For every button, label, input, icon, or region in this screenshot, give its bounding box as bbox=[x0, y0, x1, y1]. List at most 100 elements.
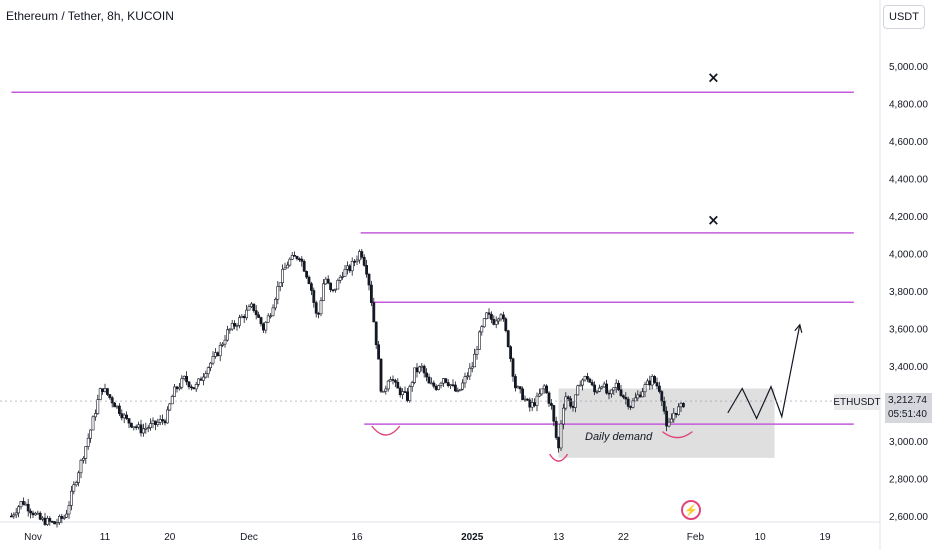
candle-body bbox=[156, 422, 160, 425]
candle-body bbox=[590, 382, 594, 386]
candle-body bbox=[626, 398, 630, 407]
candle-body bbox=[226, 329, 229, 341]
candle-body bbox=[669, 418, 673, 423]
candle-body bbox=[261, 323, 265, 331]
candle-body bbox=[446, 382, 450, 386]
y-tick-label: 2,800.00 bbox=[889, 475, 928, 486]
candle-body bbox=[441, 378, 445, 384]
candle-body bbox=[480, 326, 484, 333]
candle-body bbox=[285, 264, 289, 269]
candle-body bbox=[369, 284, 373, 303]
candle-body bbox=[178, 386, 181, 390]
candle-body bbox=[163, 420, 167, 424]
candle-body bbox=[72, 484, 76, 492]
candle-body bbox=[230, 323, 234, 330]
candle-body bbox=[142, 428, 145, 434]
candle-body bbox=[434, 385, 438, 390]
candle-body bbox=[158, 419, 162, 423]
candle-body bbox=[444, 378, 448, 383]
candle-body bbox=[254, 310, 258, 316]
candle-body bbox=[271, 307, 275, 317]
last-price-value: 3,212.74 bbox=[888, 395, 927, 406]
candle-body bbox=[429, 382, 433, 385]
candle-body bbox=[638, 394, 642, 398]
x-tick-label: 11 bbox=[100, 532, 111, 543]
candle-body bbox=[449, 384, 453, 386]
candle-body bbox=[264, 321, 268, 331]
candle-body bbox=[309, 283, 313, 291]
candle-body bbox=[333, 288, 337, 291]
y-tick-label: 4,200.00 bbox=[889, 212, 928, 223]
candle-body bbox=[545, 385, 549, 394]
candle-body bbox=[36, 512, 40, 515]
candle-body bbox=[485, 312, 489, 320]
y-tick-label: 4,600.00 bbox=[889, 137, 928, 148]
candle-body bbox=[57, 516, 61, 523]
candle-body bbox=[660, 391, 664, 402]
candle-body bbox=[341, 276, 345, 278]
candle-body bbox=[417, 366, 421, 373]
candle-body bbox=[645, 380, 649, 385]
cross-marker: × bbox=[707, 68, 720, 86]
candle-body bbox=[273, 298, 277, 309]
currency-button[interactable]: USDT bbox=[883, 5, 925, 29]
candle-body bbox=[240, 316, 244, 318]
y-tick-label: 4,000.00 bbox=[889, 250, 928, 261]
symbol-label: ETHUSDT bbox=[833, 394, 881, 410]
candle-body bbox=[89, 429, 93, 439]
candle-body bbox=[288, 258, 292, 266]
last-price-tag: 3,212.74 05:51:40 bbox=[885, 393, 932, 423]
candle-body bbox=[252, 303, 256, 311]
candle-body bbox=[405, 391, 409, 401]
candle-body bbox=[497, 318, 501, 322]
candle-body bbox=[511, 358, 515, 377]
x-tick-label: Feb bbox=[687, 532, 705, 543]
candle-body bbox=[233, 323, 237, 327]
candle-body bbox=[173, 386, 177, 397]
candle-body bbox=[569, 398, 573, 407]
candle-body bbox=[343, 269, 347, 277]
y-tick-label: 3,600.00 bbox=[889, 325, 928, 336]
candle-body bbox=[506, 330, 510, 347]
candle-body bbox=[461, 382, 465, 390]
candle-body bbox=[631, 400, 635, 408]
candle-body bbox=[653, 376, 657, 383]
candle-body bbox=[425, 372, 429, 378]
candle-body bbox=[355, 259, 359, 263]
candle-body bbox=[542, 385, 546, 390]
candle-body bbox=[192, 387, 196, 390]
candle-body bbox=[168, 403, 172, 411]
candle-body bbox=[408, 386, 412, 401]
candle-body bbox=[305, 271, 309, 278]
candle-body bbox=[557, 437, 561, 449]
candle-body bbox=[350, 261, 354, 272]
candle-body bbox=[372, 302, 376, 323]
candle-body bbox=[182, 376, 186, 379]
candle-body bbox=[657, 385, 661, 392]
candle-body bbox=[360, 251, 364, 258]
candle-body bbox=[218, 345, 222, 357]
candle-body bbox=[31, 512, 35, 516]
candle-body bbox=[475, 349, 479, 355]
candle-body bbox=[583, 376, 587, 381]
candle-body bbox=[588, 378, 592, 383]
candle-body bbox=[501, 314, 505, 320]
candle-body bbox=[525, 398, 529, 401]
y-tick-label: 3,800.00 bbox=[889, 287, 928, 298]
candle-body bbox=[187, 381, 191, 388]
candle-body bbox=[17, 506, 21, 514]
candle-body bbox=[672, 412, 676, 420]
candle-body bbox=[269, 315, 273, 318]
candle-body bbox=[120, 413, 124, 419]
candle-body bbox=[391, 379, 395, 381]
flash-icon[interactable]: ⚡ bbox=[681, 500, 701, 520]
candle-body bbox=[283, 267, 287, 270]
candle-body bbox=[19, 501, 23, 508]
candle-body bbox=[38, 512, 42, 520]
demand-zone-label: Daily demand bbox=[585, 431, 653, 443]
candle-body bbox=[293, 255, 297, 257]
candle-body bbox=[65, 513, 69, 518]
candle-body bbox=[127, 418, 131, 424]
candle-body bbox=[365, 265, 369, 275]
